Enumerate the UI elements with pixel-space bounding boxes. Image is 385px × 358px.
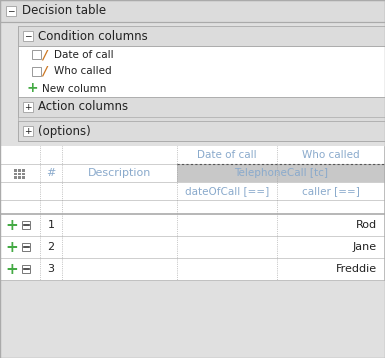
Bar — [177, 164, 385, 182]
Bar — [14, 176, 17, 179]
Bar — [18, 176, 21, 179]
Text: TelephoneCall [tc]: TelephoneCall [tc] — [234, 168, 328, 178]
Text: −: − — [7, 6, 15, 15]
Bar — [23, 31, 33, 41]
Bar — [22, 176, 25, 179]
Text: New column: New column — [42, 83, 106, 93]
Text: Condition columns: Condition columns — [38, 29, 148, 43]
Text: +: + — [24, 126, 32, 135]
Bar — [0, 146, 385, 280]
Text: +: + — [24, 102, 32, 111]
Text: Description: Description — [88, 168, 151, 178]
Bar — [23, 102, 33, 112]
Bar — [0, 236, 385, 258]
Text: Jane: Jane — [353, 242, 377, 252]
Bar — [14, 173, 17, 175]
Text: +: + — [6, 261, 18, 276]
Text: 1: 1 — [47, 220, 55, 230]
Text: Decision table: Decision table — [22, 5, 106, 18]
Text: −: − — [24, 32, 32, 40]
Bar — [18, 46, 385, 97]
Text: 3: 3 — [47, 264, 55, 274]
Text: Rod: Rod — [356, 220, 377, 230]
Bar — [23, 126, 33, 136]
Bar — [0, 200, 385, 214]
Text: caller [==]: caller [==] — [302, 186, 360, 196]
Text: +: + — [26, 82, 38, 96]
Bar — [32, 50, 41, 59]
Text: /: / — [43, 65, 47, 78]
Bar — [14, 169, 17, 171]
Text: Who called: Who called — [302, 150, 360, 160]
Bar — [0, 214, 385, 236]
Bar — [18, 97, 385, 117]
Text: Freddie: Freddie — [336, 264, 377, 274]
Bar — [22, 221, 30, 229]
Bar — [22, 169, 25, 171]
Text: Date of call: Date of call — [54, 49, 114, 59]
Bar — [18, 26, 385, 46]
Text: Who called: Who called — [54, 67, 112, 77]
Text: Date of call: Date of call — [197, 150, 257, 160]
Bar — [0, 258, 385, 280]
Bar — [22, 243, 30, 251]
Bar — [22, 265, 30, 273]
Text: Action columns: Action columns — [38, 101, 128, 113]
Text: +: + — [6, 218, 18, 232]
Text: +: + — [6, 240, 18, 255]
Bar — [18, 173, 21, 175]
Bar — [0, 141, 385, 146]
Bar — [32, 67, 41, 76]
Text: /: / — [43, 48, 47, 61]
Text: #: # — [46, 168, 56, 178]
Bar — [18, 169, 21, 171]
Bar — [0, 0, 385, 22]
Text: (options): (options) — [38, 125, 91, 137]
Bar — [6, 6, 16, 16]
Bar — [18, 121, 385, 141]
Bar — [0, 182, 385, 200]
Bar — [0, 22, 385, 26]
Text: dateOfCall [==]: dateOfCall [==] — [185, 186, 269, 196]
Text: 2: 2 — [47, 242, 55, 252]
Bar — [18, 117, 385, 121]
Bar — [0, 146, 385, 164]
Bar — [22, 173, 25, 175]
